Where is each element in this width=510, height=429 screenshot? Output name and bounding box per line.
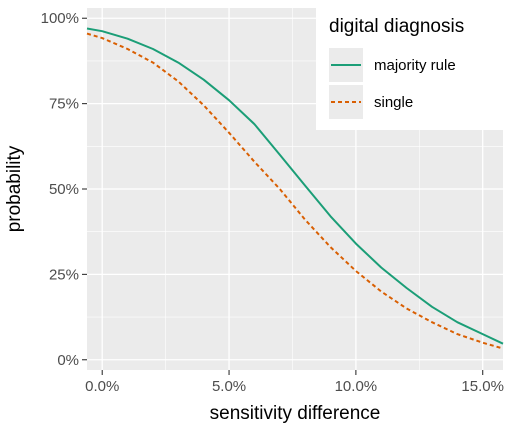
x-tick-label: 10.0%	[335, 378, 378, 395]
y-tick-label: 100%	[41, 10, 79, 27]
x-tick-label: 5.0%	[212, 378, 246, 395]
x-tick-label: 0.0%	[85, 378, 119, 395]
x-axis-ticks: 0.0% 5.0% 10.0% 15.0%	[85, 370, 504, 395]
y-axis-ticks: 0% 25% 50% 75% 100%	[41, 10, 87, 369]
y-tick-label: 25%	[49, 266, 79, 283]
x-tick-label: 15.0%	[461, 378, 504, 395]
y-axis-title: probability	[4, 145, 25, 232]
y-tick-label: 0%	[57, 352, 79, 369]
y-tick-label: 50%	[49, 181, 79, 198]
series-lines	[86, 27, 504, 350]
legend-title: digital diagnosis	[329, 16, 464, 37]
legend-label-majority-rule: majority rule	[374, 57, 456, 74]
legend-label-single: single	[374, 94, 413, 111]
x-axis-title: sensitivity difference	[210, 403, 381, 424]
series-line-majority-rule	[86, 27, 504, 345]
y-tick-label: 75%	[49, 96, 79, 113]
legend: digital diagnosis majority rule single	[316, 0, 510, 130]
